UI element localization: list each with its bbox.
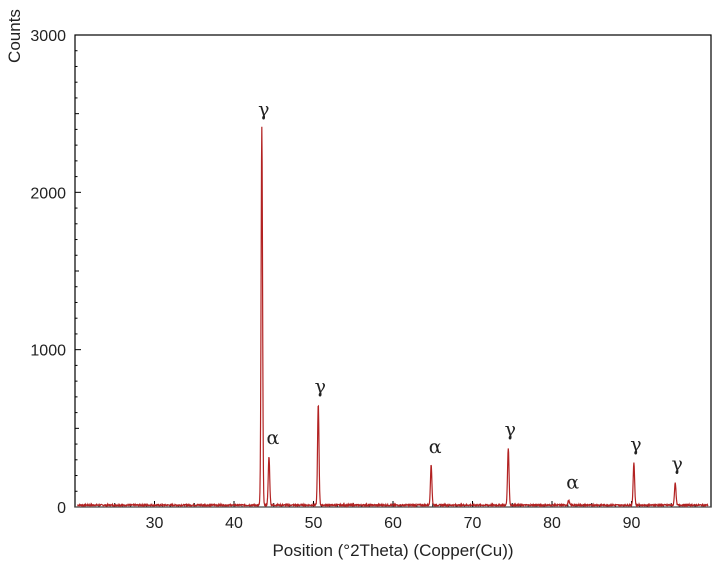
diffraction-pattern-line <box>77 126 709 509</box>
x-tick-label: 70 <box>464 515 482 532</box>
peak-label-alpha: α <box>429 436 442 458</box>
plot-border <box>74 34 712 508</box>
peak-label-gamma: γ <box>505 419 516 441</box>
peak-label-alpha: α <box>566 471 579 493</box>
y-axis-title: Counts <box>5 9 24 63</box>
peak-label-alpha: α <box>267 427 280 449</box>
x-tick-label: 60 <box>384 515 402 532</box>
plot-frame <box>74 34 712 508</box>
series-group <box>75 126 711 509</box>
y-tick-label: 2000 <box>30 185 66 202</box>
x-tick-label: 50 <box>305 515 323 532</box>
peak-label-gamma: γ <box>672 453 683 475</box>
y-tick-label: 0 <box>57 500 66 517</box>
x-tick-label: 90 <box>623 515 641 532</box>
peak-label-gamma: γ <box>315 375 326 397</box>
peak-label-gamma: γ <box>258 98 269 120</box>
y-tick-label: 3000 <box>30 28 66 45</box>
x-tick-label: 80 <box>543 515 561 532</box>
x-tick-label: 30 <box>146 515 164 532</box>
y-tick-label: 1000 <box>30 343 66 360</box>
peak-label-gamma: γ <box>630 434 641 456</box>
peak-labels: γ α γ α γ α γ γ <box>258 98 683 493</box>
y-axis: 0 1000 2000 3000 <box>30 28 81 517</box>
x-tick-label: 40 <box>225 515 243 532</box>
x-axis-title: Position (°2Theta) (Copper(Cu)) <box>272 541 513 560</box>
